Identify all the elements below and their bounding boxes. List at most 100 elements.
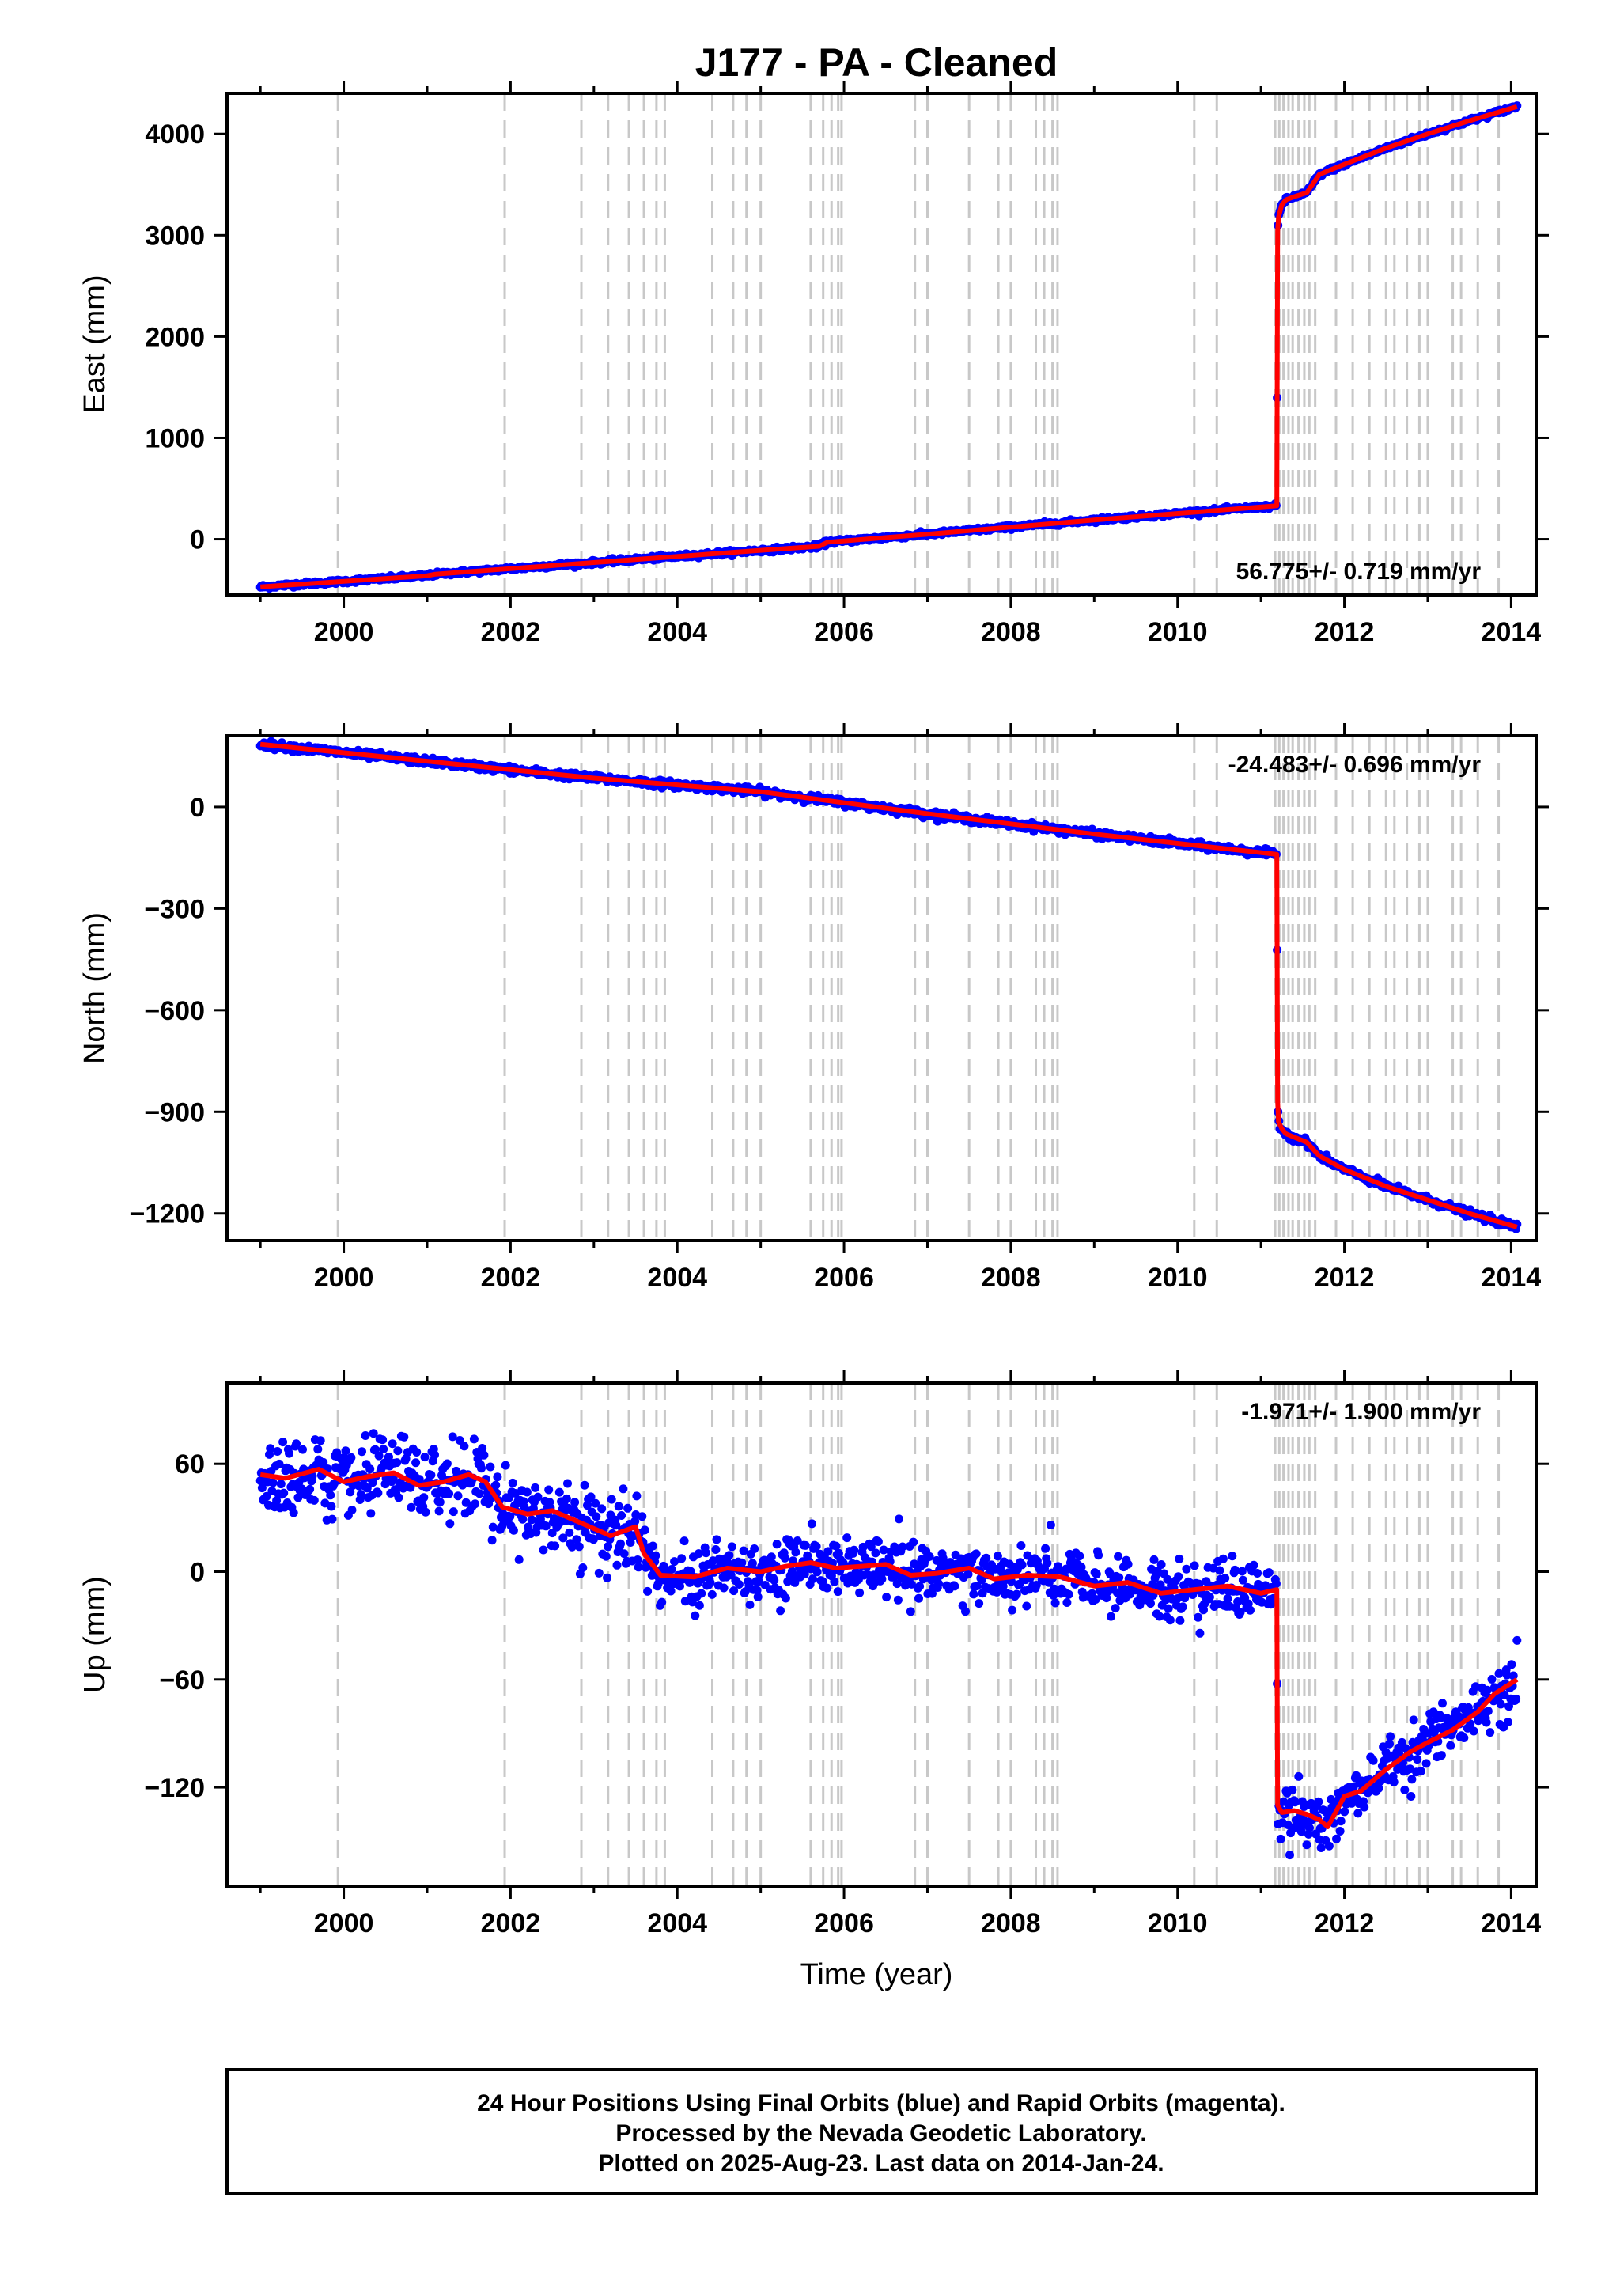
x-tick-label: 2004 (647, 617, 707, 647)
data-point (1290, 1798, 1300, 1807)
footer-box: 24 Hour Positions Using Final Orbits (bl… (225, 2068, 1538, 2195)
data-point (1469, 1726, 1478, 1736)
data-point (1123, 1559, 1133, 1569)
data-point (748, 1559, 757, 1568)
data-point (961, 1607, 970, 1616)
data-point (461, 1498, 471, 1507)
data-point (1503, 1718, 1512, 1727)
data-point (347, 1506, 357, 1514)
footer-line-2: Processed by the Nevada Geodetic Laborat… (615, 2120, 1146, 2146)
data-point (392, 1458, 402, 1468)
data-point (541, 1521, 551, 1531)
data-point (430, 1450, 439, 1460)
data-point (971, 1549, 981, 1559)
model-line (259, 1467, 1519, 1829)
up-panel: 2000 2002 2004 2006 2008 2010 2012 2014 60 0 −60 −1… (78, 1370, 1549, 1938)
data-point (597, 1504, 607, 1514)
data-point (1195, 1628, 1205, 1638)
data-point (969, 1589, 978, 1599)
data-point (1092, 1570, 1101, 1578)
data-point (1500, 1690, 1509, 1699)
data-point (1459, 1733, 1469, 1742)
data-point (915, 1582, 925, 1591)
data-point (1237, 1567, 1247, 1576)
data-point (734, 1580, 744, 1589)
data-point (1316, 1843, 1326, 1852)
data-point (1482, 1685, 1492, 1695)
data-point (1230, 1565, 1240, 1574)
data-point (453, 1491, 463, 1501)
data-point (274, 1459, 284, 1468)
data-point (1389, 1777, 1399, 1786)
data-point (670, 1557, 679, 1567)
data-point (435, 1498, 445, 1507)
data-point (1146, 1599, 1155, 1608)
data-point (580, 1480, 589, 1490)
data-point (268, 1478, 278, 1487)
data-point (309, 1495, 319, 1505)
data-point (531, 1483, 540, 1492)
data-point (488, 1522, 498, 1532)
data-point (266, 1444, 275, 1453)
data-point (1302, 1840, 1311, 1850)
plot-frame (225, 1381, 1538, 1888)
data-point (963, 1570, 973, 1579)
data-point (273, 1447, 282, 1456)
data-point (1438, 1699, 1447, 1708)
data-point (1294, 1771, 1304, 1781)
data-point (1107, 1612, 1115, 1621)
data-point (1340, 1807, 1349, 1817)
data-point (313, 1445, 323, 1454)
data-point (863, 1570, 872, 1579)
data-point (754, 1577, 763, 1586)
data-point (1407, 1775, 1417, 1784)
data-point (1324, 1841, 1334, 1851)
data-point (487, 1536, 497, 1545)
data-point (1436, 1751, 1446, 1760)
data-point (601, 1552, 611, 1561)
data-point (745, 1600, 755, 1609)
data-point (399, 1432, 409, 1442)
y-tick-label: 1000 (145, 423, 205, 453)
data-point (460, 1442, 469, 1451)
data-point (293, 1493, 303, 1502)
data-point (906, 1607, 915, 1616)
data-point (1386, 1732, 1395, 1741)
data-point (909, 1537, 918, 1547)
x-tick-label: 2008 (981, 1263, 1041, 1293)
y-axis-title: North (mm) (78, 912, 112, 1064)
data-point (434, 1506, 444, 1516)
data-point (1314, 1797, 1323, 1806)
data-point (491, 1480, 501, 1490)
y-tick-label: 60 (175, 1449, 205, 1480)
data-point (630, 1517, 640, 1526)
data-point (1253, 1569, 1262, 1578)
data-point (1296, 1827, 1306, 1836)
model-line (259, 104, 1518, 589)
data-point (1091, 1595, 1100, 1604)
data-point (1368, 1756, 1378, 1765)
data-point (800, 1540, 810, 1550)
x-tick-label: 2012 (1315, 1263, 1375, 1293)
data-point (592, 1512, 601, 1521)
data-point (562, 1494, 571, 1503)
y-tick-label: 2000 (145, 322, 205, 352)
north-panel: 2000 2002 2004 2006 2008 2010 2012 2014 0 −300 −60… (78, 723, 1549, 1293)
data-point (707, 1589, 717, 1599)
data-point (772, 1540, 782, 1549)
data-point (493, 1472, 502, 1482)
data-point (993, 1552, 1002, 1561)
data-point (1436, 1714, 1445, 1722)
data-point (276, 1480, 286, 1489)
data-point (697, 1589, 706, 1598)
data-point (623, 1503, 633, 1513)
data-point (508, 1478, 517, 1487)
data-point (1077, 1563, 1086, 1572)
data-point (272, 1496, 282, 1506)
data-point (477, 1464, 486, 1473)
data-point (426, 1470, 436, 1480)
x-tick-label: 2002 (481, 617, 541, 647)
data-point (1512, 1635, 1522, 1645)
data-point (1228, 1552, 1237, 1561)
data-point (833, 1587, 842, 1597)
